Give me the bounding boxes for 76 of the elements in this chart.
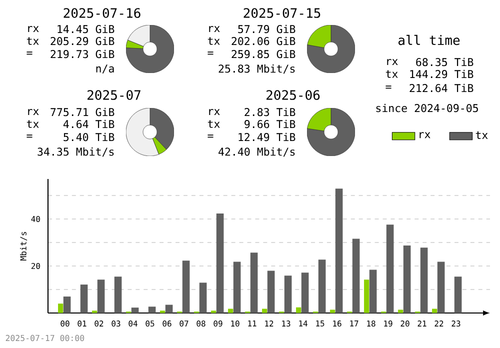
bar bbox=[432, 308, 438, 313]
text: rx bbox=[28, 26, 39, 32]
text: rx bbox=[209, 108, 220, 116]
bar bbox=[233, 262, 241, 313]
bar bbox=[318, 260, 326, 313]
text: 14.45 GiB bbox=[58, 24, 114, 34]
bar bbox=[267, 270, 275, 313]
bar bbox=[330, 310, 336, 313]
text: = bbox=[26, 134, 32, 138]
text: 259.85 GiB bbox=[232, 50, 296, 58]
text: 219.73 GiB bbox=[50, 50, 114, 58]
chart-title: 2025-06 bbox=[266, 90, 320, 100]
text: rx bbox=[28, 108, 39, 116]
text: 2.83 TiB bbox=[244, 108, 296, 116]
y-axis-title: Mbit/s bbox=[20, 232, 28, 261]
bar bbox=[301, 272, 309, 313]
bar bbox=[80, 284, 88, 313]
text: 68.35 TiB bbox=[416, 58, 474, 66]
text: 205.29 GiB bbox=[50, 36, 114, 46]
text: 202.06 GiB bbox=[232, 36, 296, 46]
bar bbox=[228, 308, 234, 313]
bar bbox=[114, 276, 122, 313]
bar bbox=[262, 308, 268, 313]
bar bbox=[454, 276, 462, 313]
text: 144.29 TiB bbox=[410, 70, 474, 78]
chart-title: 2025-07 bbox=[88, 90, 140, 100]
bar bbox=[403, 246, 411, 313]
bar bbox=[63, 296, 71, 313]
text: tx bbox=[26, 37, 39, 45]
text: 9.66 TiB bbox=[244, 120, 296, 128]
bar bbox=[165, 304, 173, 313]
bar bbox=[148, 306, 156, 313]
text: 57.79 GiB bbox=[238, 24, 296, 34]
bar bbox=[97, 280, 105, 313]
bar bbox=[296, 307, 302, 313]
text: n/a bbox=[96, 64, 114, 74]
text: 12.49 TiB bbox=[238, 132, 296, 142]
text: since 2024-09-05 bbox=[376, 104, 478, 112]
text: 5.40 TiB bbox=[64, 132, 114, 142]
bar bbox=[398, 310, 404, 313]
text: = bbox=[208, 52, 214, 55]
bar bbox=[369, 270, 377, 313]
bar bbox=[58, 304, 64, 313]
bar bbox=[386, 224, 394, 313]
text: 2025-07-17 00:00 bbox=[6, 334, 84, 342]
text: = bbox=[386, 86, 392, 89]
chart-title: 2025-07-15 bbox=[244, 8, 320, 18]
text: rx bbox=[387, 58, 398, 66]
bar bbox=[437, 262, 445, 313]
text: = bbox=[208, 134, 214, 138]
text: all time bbox=[398, 34, 460, 46]
chart-title: 2025-07-16 bbox=[64, 8, 140, 18]
text: tx bbox=[208, 37, 220, 45]
bar bbox=[199, 282, 207, 313]
bar bbox=[352, 238, 360, 313]
bar bbox=[364, 280, 370, 313]
bar bbox=[216, 214, 224, 313]
text: 34.35 Mbit/s bbox=[38, 147, 114, 157]
legend-label: tx bbox=[476, 131, 488, 139]
bar bbox=[335, 188, 343, 313]
text: rx bbox=[209, 26, 220, 32]
text: = bbox=[26, 52, 32, 55]
text: 4.64 TiB bbox=[63, 120, 114, 128]
text: 212.64 TiB bbox=[410, 84, 474, 92]
legend-label: rx bbox=[420, 132, 430, 138]
text: tx bbox=[208, 120, 220, 128]
bar bbox=[250, 252, 258, 313]
text: 25.83 Mbit/s bbox=[218, 64, 295, 74]
bar bbox=[182, 260, 190, 313]
text: 42.40 Mbit/s bbox=[218, 147, 295, 157]
bar bbox=[284, 276, 292, 313]
text: tx bbox=[26, 120, 39, 128]
bar bbox=[420, 248, 428, 313]
bar bbox=[131, 308, 139, 313]
text: tx bbox=[386, 70, 398, 78]
text: 775.71 GiB bbox=[50, 108, 114, 116]
